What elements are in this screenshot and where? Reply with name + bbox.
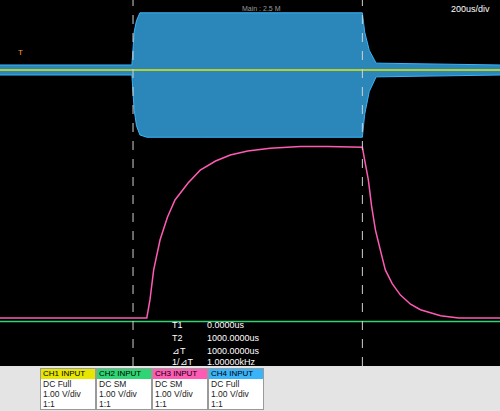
html-text:1.00 V/div: 1.00 V/div (211, 389, 249, 399)
html-text:DC Full: DC Full (43, 379, 72, 389)
html-text:DC SM: DC SM (155, 379, 183, 389)
svg-text:0.0000us: 0.0000us (207, 320, 245, 330)
svg-text:T: T (18, 48, 23, 57)
html-text:1.00 V/div: 1.00 V/div (43, 389, 81, 399)
html-text:DC SM: DC SM (99, 379, 127, 389)
html-text:DC Full: DC Full (211, 379, 240, 389)
svg-text:200us/div: 200us/div (451, 4, 490, 14)
svg-text:1/⊿T: 1/⊿T (172, 357, 193, 367)
html-text:1.00 V/div: 1.00 V/div (155, 389, 193, 399)
html-text:CH3 INPUT: CH3 INPUT (155, 369, 198, 378)
html-text:1.00 V/div: 1.00 V/div (99, 389, 137, 399)
html-text:1:1: 1:1 (43, 399, 55, 409)
html-text:1:1: 1:1 (99, 399, 111, 409)
svg-text:1000.0000us: 1000.0000us (207, 346, 260, 356)
svg-text:Main : 2.5 M: Main : 2.5 M (242, 5, 281, 12)
svg-text:1000.0000us: 1000.0000us (207, 333, 260, 343)
html-text:1:1: 1:1 (155, 399, 167, 409)
svg-text:T1: T1 (172, 320, 183, 330)
html-text:CH2 INPUT: CH2 INPUT (99, 369, 142, 378)
svg-text:⊿T: ⊿T (172, 346, 186, 356)
html-text:CH1 INPUT: CH1 INPUT (43, 369, 86, 378)
html-text:1:1: 1:1 (211, 399, 223, 409)
html-text:CH4 INPUT: CH4 INPUT (211, 369, 254, 378)
svg-text:1.00000kHz: 1.00000kHz (207, 357, 255, 367)
svg-text:T2: T2 (172, 333, 183, 343)
